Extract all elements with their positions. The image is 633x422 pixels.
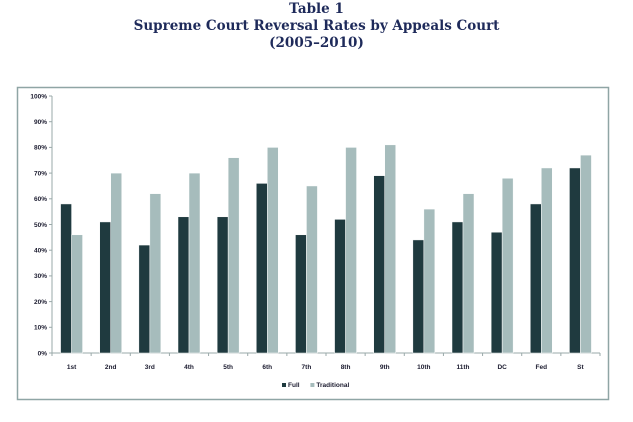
y-tick-label: 20%	[34, 299, 47, 306]
bar-traditional-4th	[188, 172, 201, 354]
bars	[60, 144, 592, 354]
x-tick-label: 11th	[456, 364, 469, 371]
legend-swatch-traditional	[310, 383, 315, 387]
legend-label-traditional: Traditional	[316, 382, 349, 389]
x-tick-label: 6th	[262, 364, 272, 371]
x-tick-label: 10th	[417, 364, 430, 371]
bar-full-5th	[216, 216, 229, 354]
bar-traditional-7th	[306, 185, 318, 354]
table-label: Table 1	[289, 1, 344, 17]
bar-full-2nd	[99, 221, 111, 354]
legend-swatch-full	[282, 383, 286, 387]
bar-full-6th	[256, 183, 268, 354]
x-tick-label: 2nd	[105, 364, 117, 371]
bar-traditional-dc	[501, 177, 514, 354]
bar-full-fed	[530, 203, 542, 354]
y-tick-label: 70%	[34, 170, 47, 177]
x-tick-label: Fed	[536, 364, 548, 371]
bar-traditional-10th	[423, 208, 436, 354]
y-tick-label: 100%	[30, 93, 47, 100]
chart-subtitle: (2005–2010)	[269, 35, 364, 51]
y-tick-label: 60%	[34, 196, 47, 203]
y-tick-label: 30%	[34, 273, 47, 280]
bar-traditional-1st	[71, 234, 83, 354]
y-tick-label: 0%	[38, 350, 48, 357]
x-tick-label: DC	[497, 364, 507, 371]
x-tick-label: 9th	[380, 364, 390, 371]
y-tick-label: 40%	[34, 248, 47, 255]
legend: Full Traditional	[282, 382, 349, 389]
y-tick-label: 10%	[34, 325, 47, 332]
y-axis: 0% 10% 20% 30% 40% 50% 60% 70% 80% 90% 100%	[30, 93, 53, 357]
bar-full-11th	[451, 221, 464, 354]
bar-full-8th	[334, 219, 346, 354]
bar-traditional-11th	[462, 193, 475, 354]
bar-full-4th	[177, 216, 190, 354]
bar-full-3rd	[138, 244, 151, 354]
bar-traditional-3rd	[149, 193, 162, 354]
bar-full-10th	[412, 239, 425, 354]
bar-traditional-5th	[227, 157, 240, 354]
chart-title: Supreme Court Reversal Rates by Appeals …	[133, 18, 500, 34]
bar-traditional-8th	[345, 147, 357, 354]
bar-full-7th	[295, 234, 307, 354]
bar-full-9th	[373, 175, 385, 354]
y-tick-label: 90%	[34, 119, 47, 126]
y-tick-label: 50%	[34, 222, 47, 229]
bar-traditional-9th	[384, 144, 396, 354]
x-tick-label: 4th	[184, 364, 194, 371]
bar-full-1st	[60, 203, 72, 354]
bar-traditional-fed	[541, 167, 553, 354]
legend-label-full: Full	[288, 382, 300, 389]
x-tick-label: 1st	[67, 364, 77, 371]
x-tick-label: 5th	[223, 364, 233, 371]
x-tick-label: 3rd	[145, 364, 155, 371]
y-tick-label: 80%	[34, 145, 47, 152]
bar-full-st	[569, 167, 581, 354]
x-tick-label: 8th	[341, 364, 351, 371]
bar-full-dc	[490, 231, 503, 354]
x-tick-label: 7th	[302, 364, 312, 371]
bar-traditional-6th	[267, 147, 279, 354]
bar-traditional-st	[580, 154, 592, 354]
bar-traditional-2nd	[110, 172, 122, 354]
x-tick-label: St	[577, 364, 584, 371]
